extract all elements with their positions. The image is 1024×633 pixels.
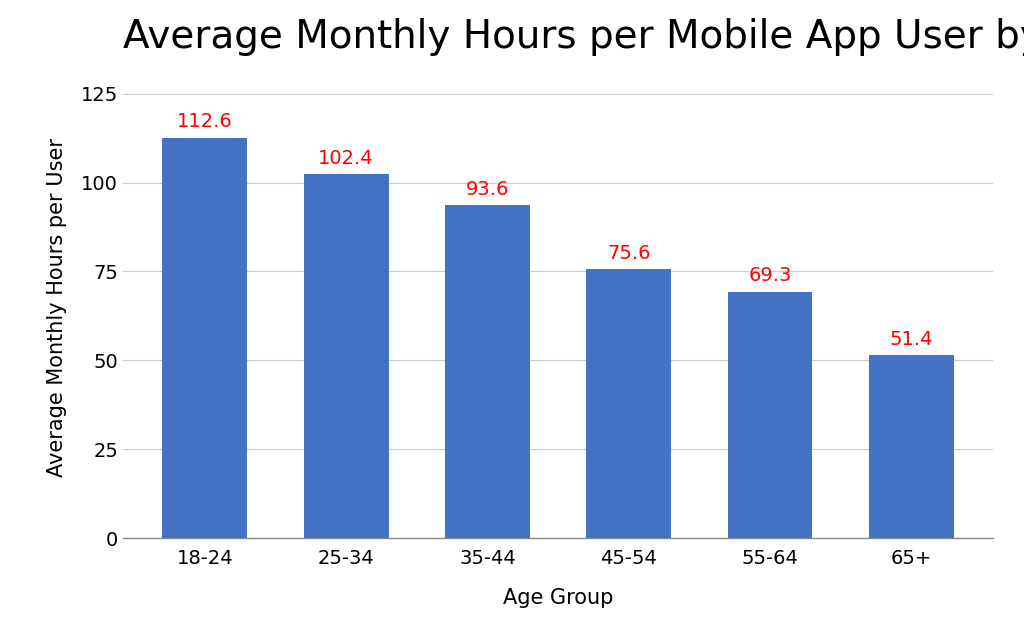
Text: 75.6: 75.6 xyxy=(607,244,650,263)
Text: Average Monthly Hours per Mobile App User by Age: Average Monthly Hours per Mobile App Use… xyxy=(123,18,1024,56)
Bar xyxy=(304,174,388,538)
X-axis label: Age Group: Age Group xyxy=(503,587,613,608)
Bar xyxy=(163,138,247,538)
Bar xyxy=(869,355,953,538)
Bar xyxy=(445,205,529,538)
Y-axis label: Average Monthly Hours per User: Average Monthly Hours per User xyxy=(47,137,67,477)
Text: 69.3: 69.3 xyxy=(749,266,792,285)
Text: 93.6: 93.6 xyxy=(466,180,509,199)
Text: 112.6: 112.6 xyxy=(177,113,232,132)
Bar xyxy=(728,292,812,538)
Bar xyxy=(587,269,671,538)
Text: 102.4: 102.4 xyxy=(318,149,374,168)
Text: 51.4: 51.4 xyxy=(890,330,933,349)
